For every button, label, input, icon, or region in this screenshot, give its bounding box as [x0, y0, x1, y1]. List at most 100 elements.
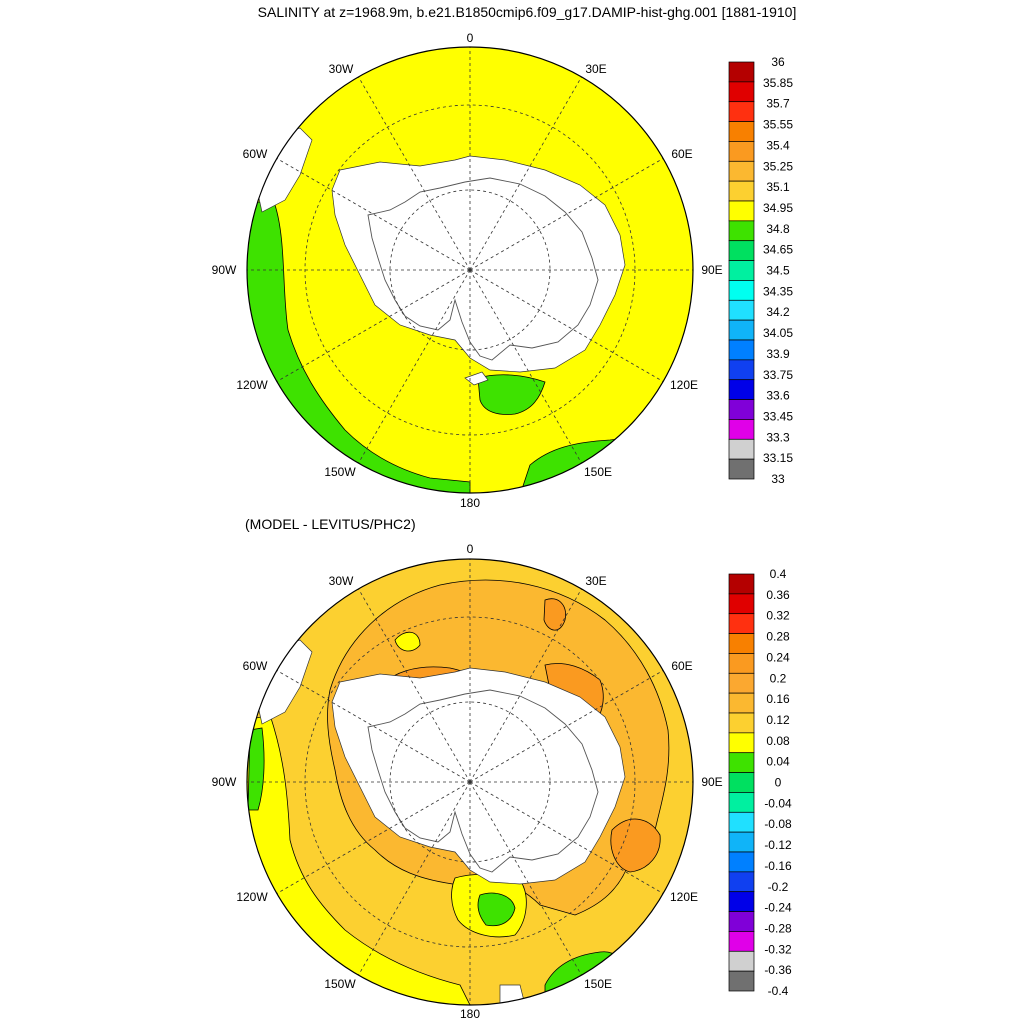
panel1-map-border: [246, 46, 694, 494]
colorbar-swatch: [728, 613, 755, 634]
colorbar-swatch: [728, 792, 755, 813]
colorbar-label: 33.75: [763, 368, 793, 382]
colorbar-swatch: [728, 811, 755, 833]
colorbar-label: 34.8: [766, 222, 790, 236]
colorbar-swatch: [728, 339, 755, 361]
colorbar-swatch: [728, 399, 755, 420]
colorbar-swatch: [728, 891, 755, 912]
colorbar-swatch: [728, 81, 755, 103]
lon-label: 180: [460, 1007, 480, 1021]
colorbar-swatch: [728, 931, 755, 952]
panel1-map: [247, 47, 693, 493]
colorbar-swatch: [728, 180, 755, 202]
colorbar-swatch: [728, 871, 755, 893]
colorbar-swatch: [728, 911, 755, 932]
colorbar-label: 35.55: [763, 118, 793, 132]
lon-label: 120E: [670, 890, 698, 904]
panel1-title: SALINITY at z=1968.9m, b.e21.B1850cmip6.…: [258, 4, 797, 20]
lon-label: 0: [467, 31, 474, 45]
lon-label: 60E: [671, 659, 692, 673]
panel1-colorbar: 36 35.85 35.7 35.55 35.4 35.25 35.1 34.95 34.8 34…: [728, 55, 793, 486]
lon-label: 120E: [670, 378, 698, 392]
colorbar-label: 33.3: [766, 430, 790, 444]
colorbar-label: 0.32: [766, 609, 790, 623]
colorbar-swatch: [728, 260, 755, 281]
panel2-max-120e: [610, 818, 661, 873]
lon-label: 90W: [212, 263, 237, 277]
colorbar-swatch: [728, 379, 755, 400]
colorbar-swatch: [728, 692, 755, 714]
colorbar-swatch: [728, 851, 755, 873]
colorbar-label: 34.95: [763, 201, 793, 215]
colorbar-swatch: [728, 732, 755, 754]
colorbar-label: 33.9: [766, 347, 790, 361]
colorbar-swatch: [728, 61, 755, 83]
lon-label: 30W: [329, 574, 354, 588]
colorbar-label: -0.32: [764, 942, 792, 956]
panel2-graticule: [247, 559, 693, 1005]
panel2-map-border: [246, 558, 694, 1006]
colorbar-label: 35.85: [763, 76, 793, 90]
colorbar-label: 34.05: [763, 326, 793, 340]
colorbar-label: -0.36: [764, 963, 792, 977]
lon-label: 150E: [584, 465, 612, 479]
colorbar-label: 34.35: [763, 284, 793, 298]
panel2-coastline: [367, 689, 599, 873]
panel2-colorbar: 0.4 0.36 0.32 0.28 0.24 0.2 0.16 0.12 0.08 0.04 0 -…: [728, 567, 792, 998]
colorbar-swatch: [728, 593, 755, 615]
colorbar-swatch: [728, 240, 755, 261]
colorbar-swatch: [728, 950, 755, 972]
colorbar-swatch: [728, 359, 755, 381]
panel2-title: (MODEL - LEVITUS/PHC2): [245, 516, 416, 532]
colorbar-swatch: [728, 458, 755, 480]
colorbar-swatch: [728, 101, 755, 122]
colorbar-label: 0.2: [770, 671, 787, 685]
lon-label: 120W: [236, 378, 268, 392]
colorbar-label: 0.16: [766, 692, 790, 706]
colorbar-label: -0.28: [764, 921, 792, 935]
lon-label: 60W: [243, 147, 268, 161]
lon-label: 90W: [212, 775, 237, 789]
colorbar-swatch: [728, 141, 755, 162]
colorbar-swatch: [728, 772, 755, 793]
colorbar-label: 35.25: [763, 159, 793, 173]
colorbar-label: -0.4: [768, 984, 789, 998]
colorbar-swatch: [728, 438, 755, 460]
colorbar-label: 35.7: [766, 97, 790, 111]
lon-label: 150E: [584, 977, 612, 991]
colorbar-label: 0: [775, 776, 782, 790]
colorbar-swatch: [728, 712, 755, 734]
colorbar-swatch: [728, 419, 755, 440]
colorbar-label: -0.24: [764, 901, 792, 915]
lon-label: 60E: [671, 147, 692, 161]
colorbar-swatch: [728, 220, 755, 242]
lon-label: 30E: [585, 62, 606, 76]
panel2-green-west: [247, 727, 265, 811]
lon-label: 30E: [585, 574, 606, 588]
lon-label: 90E: [701, 263, 722, 277]
colorbar-swatch: [728, 160, 755, 182]
colorbar-label: 0.4: [770, 567, 787, 581]
lon-label: 180: [460, 496, 480, 510]
colorbar-label: 34.2: [766, 305, 790, 319]
colorbar-swatch: [728, 299, 755, 321]
panel2-low-south: [394, 631, 421, 652]
panel2-max-small: [543, 598, 566, 631]
lon-label: 150W: [324, 977, 356, 991]
panel2-green-ross: [477, 892, 516, 927]
lon-label: 150W: [324, 465, 356, 479]
colorbar-label: 33.15: [763, 451, 793, 465]
colorbar-label: 0.36: [766, 588, 790, 602]
colorbar-swatch: [728, 653, 755, 674]
colorbar-label: 34.65: [763, 243, 793, 257]
colorbar-label: -0.2: [768, 880, 789, 894]
colorbar-label: 35.4: [766, 138, 790, 152]
colorbar-label: -0.04: [764, 796, 792, 810]
panel1-graticule: [247, 47, 693, 493]
colorbar-swatch: [728, 319, 755, 341]
colorbar-swatch: [728, 121, 755, 142]
colorbar-swatch: [728, 573, 755, 595]
colorbar-label: -0.16: [764, 859, 792, 873]
colorbar-swatch: [728, 633, 755, 654]
